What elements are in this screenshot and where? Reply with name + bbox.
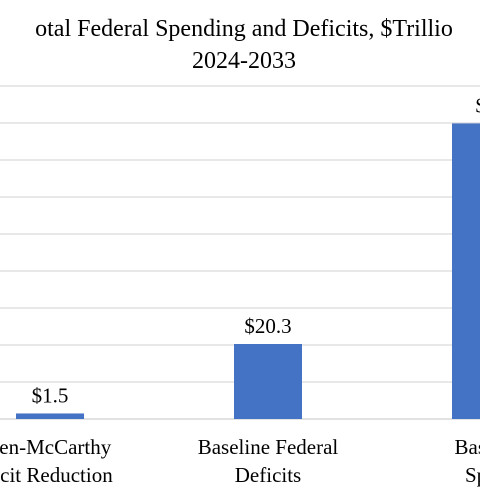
bar <box>234 344 302 419</box>
chart-subtitle: 2024-2033 <box>192 48 296 74</box>
category-label: Spen <box>465 463 480 487</box>
category-label: ficit Reduction <box>0 463 113 487</box>
data-label: $1.5 <box>32 383 69 407</box>
category-label: Deficits <box>235 463 301 487</box>
category-label: Baselin <box>455 435 480 459</box>
bar <box>452 123 480 419</box>
data-label: $20.3 <box>244 314 291 338</box>
chart-title: otal Federal Spending and Deficits, $Tri… <box>35 16 453 42</box>
bar <box>16 413 84 419</box>
category-label: den-McCarthy <box>0 435 112 459</box>
gridlines <box>0 85 480 420</box>
bars <box>16 123 480 419</box>
category-label: Baseline Federal <box>198 435 339 459</box>
data-labels: $1.5 $20.3 $8 <box>32 93 480 407</box>
category-labels: den-McCarthy ficit Reduction Baseline Fede… <box>0 435 480 487</box>
data-label: $8 <box>476 93 480 117</box>
